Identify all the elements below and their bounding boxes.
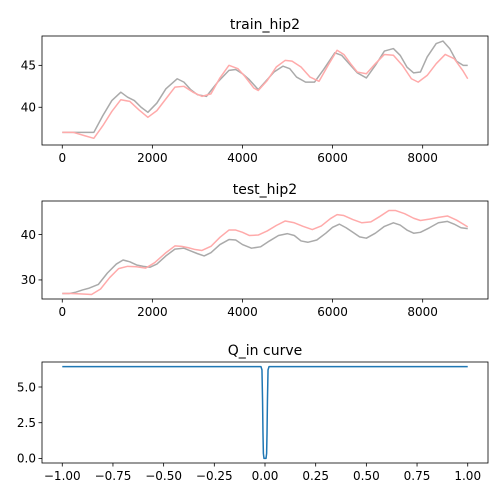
x-tick-label: 8000 [407, 305, 438, 319]
chart-title: train_hip2 [230, 17, 300, 33]
x-tick-label: 6000 [317, 305, 348, 319]
x-tick-label: 0.25 [302, 469, 329, 483]
y-tick-label: 40 [21, 228, 36, 242]
axes-frame [41, 200, 489, 300]
y-tick-label: 45 [21, 59, 36, 73]
x-tick-label: 0 [58, 305, 66, 319]
q-in-curve-panel: Q_in curve −1.00 −0.75 −0.50 −0.25 0.00 0.25 0… [17, 343, 489, 483]
y-tick-label: 40 [21, 101, 36, 115]
x-tick-label: −0.50 [145, 469, 182, 483]
series-line [62, 209, 469, 296]
x-tick-label: 2000 [137, 151, 168, 165]
y-tick-label: 2.5 [17, 416, 36, 430]
x-tick-label: 8000 [407, 151, 438, 165]
x-tick-label: 6000 [317, 151, 348, 165]
x-tick-label: −0.25 [196, 469, 233, 483]
chart-title: Q_in curve [228, 343, 302, 359]
series-line [62, 49, 469, 140]
axes-frame [41, 35, 489, 146]
x-tick-label: 2000 [137, 305, 168, 319]
x-tick-label: 4000 [227, 151, 258, 165]
y-tick-label: 30 [21, 273, 36, 287]
x-tick-label: 0.00 [252, 469, 279, 483]
x-tick-label: 4000 [227, 305, 258, 319]
series-line [62, 365, 468, 460]
x-tick-label: 0 [58, 151, 66, 165]
series-line [62, 40, 468, 134]
x-tick-label: 0.50 [353, 469, 380, 483]
chart-title: test_hip2 [233, 182, 297, 198]
x-tick-label: 0.75 [404, 469, 431, 483]
test-hip2-panel: test_hip2 0 2000 4000 6000 8000 30 40 [21, 182, 489, 319]
y-tick-label: 0.0 [17, 452, 36, 466]
train-hip2-panel: train_hip2 0 2000 4000 6000 8000 40 45 [21, 17, 489, 165]
y-tick-label: 5.0 [17, 380, 36, 394]
series-line [62, 220, 468, 295]
axes-frame [41, 361, 489, 464]
x-tick-label: 1.00 [454, 469, 481, 483]
x-tick-label: −1.00 [44, 469, 81, 483]
x-tick-label: −0.75 [95, 469, 132, 483]
